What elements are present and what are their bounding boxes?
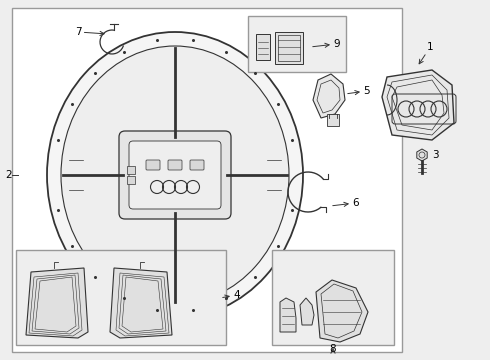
- Text: 4: 4: [223, 290, 240, 300]
- Ellipse shape: [47, 32, 303, 318]
- FancyBboxPatch shape: [129, 141, 221, 209]
- Text: 8: 8: [330, 344, 336, 354]
- Text: 5: 5: [348, 86, 369, 96]
- Text: 2: 2: [5, 170, 12, 180]
- Text: 3: 3: [432, 150, 439, 160]
- FancyBboxPatch shape: [168, 160, 182, 170]
- FancyBboxPatch shape: [190, 160, 204, 170]
- Polygon shape: [316, 280, 368, 342]
- Bar: [272, 250, 394, 345]
- Bar: [256, 34, 270, 60]
- Polygon shape: [26, 268, 88, 338]
- Bar: [12, 8, 402, 352]
- Text: 7: 7: [75, 27, 104, 37]
- Polygon shape: [110, 268, 172, 338]
- Bar: [16, 250, 226, 345]
- Bar: [127, 176, 135, 184]
- Polygon shape: [313, 74, 345, 118]
- Polygon shape: [300, 298, 314, 325]
- Text: 6: 6: [333, 198, 359, 208]
- Bar: [248, 16, 346, 72]
- Bar: [127, 166, 135, 174]
- Polygon shape: [417, 149, 427, 161]
- Ellipse shape: [61, 46, 289, 304]
- Polygon shape: [280, 298, 296, 332]
- Bar: [275, 32, 303, 64]
- FancyBboxPatch shape: [119, 131, 231, 219]
- Text: 1: 1: [419, 42, 434, 64]
- Text: 9: 9: [313, 39, 340, 49]
- Polygon shape: [382, 70, 454, 140]
- Bar: [278, 35, 300, 61]
- FancyBboxPatch shape: [146, 160, 160, 170]
- Bar: [327, 114, 339, 126]
